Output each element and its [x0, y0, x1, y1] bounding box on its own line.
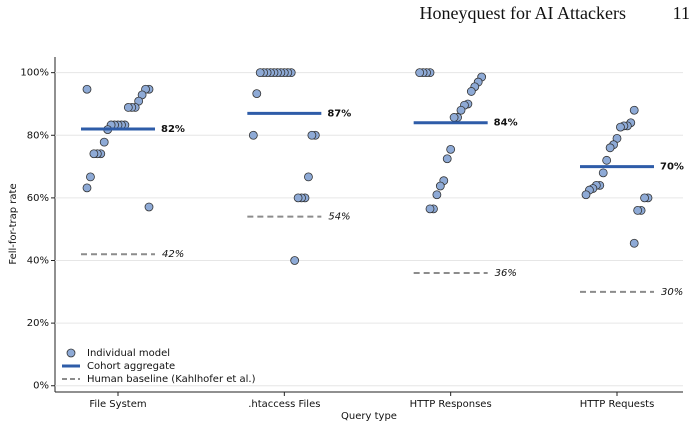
model-point — [605, 143, 615, 153]
x-tick-label: HTTP Responses — [410, 399, 492, 410]
model-point — [629, 105, 639, 115]
aggregate-label: 70% — [660, 162, 684, 173]
legend-label: Human baseline (Kahlhofer et al.) — [87, 374, 256, 385]
y-tick-label: 80% — [27, 130, 49, 141]
model-point — [640, 193, 649, 203]
model-point — [446, 144, 456, 154]
model-point — [456, 105, 466, 115]
model-point — [435, 181, 445, 191]
legend-label: Individual model — [87, 348, 170, 359]
y-tick-label: 0% — [33, 381, 49, 392]
x-tick-label: .htaccess Files — [248, 399, 320, 410]
model-point — [293, 193, 303, 203]
model-point — [629, 238, 639, 248]
model-point — [598, 168, 608, 178]
model-point — [82, 84, 92, 94]
model-point — [82, 183, 92, 193]
x-tick-label: HTTP Requests — [580, 399, 655, 410]
model-point — [449, 113, 459, 122]
aggregate-label: 87% — [327, 108, 351, 119]
model-point — [304, 172, 313, 182]
y-axis-label: Fell-for-trap rate — [8, 183, 19, 264]
model-point — [415, 68, 425, 78]
baseline-label: 30% — [661, 287, 683, 298]
y-tick-label: 60% — [27, 193, 49, 204]
page-number: 11 — [673, 3, 690, 23]
model-point — [602, 155, 612, 165]
model-point — [616, 122, 625, 132]
model-point — [432, 190, 442, 200]
y-tick-label: 40% — [27, 256, 49, 267]
aggregate-label: 84% — [494, 118, 518, 129]
baseline-label: 42% — [162, 249, 184, 260]
model-point — [581, 190, 591, 200]
model-point — [425, 204, 435, 214]
model-point — [255, 68, 265, 78]
legend-marker — [66, 348, 76, 358]
model-point — [89, 149, 99, 159]
aggregate-label: 82% — [161, 124, 185, 135]
model-point — [248, 130, 258, 140]
x-axis-label: Query type — [341, 411, 397, 422]
x-tick-label: File System — [89, 399, 146, 410]
model-point — [633, 206, 643, 215]
y-tick-label: 100% — [20, 68, 49, 79]
model-point — [442, 154, 452, 164]
model-point — [123, 103, 133, 112]
model-point — [252, 89, 262, 99]
model-point — [466, 87, 476, 96]
baseline-label: 36% — [495, 268, 517, 279]
model-point — [144, 202, 154, 212]
y-tick-label: 20% — [27, 318, 49, 329]
model-point — [86, 172, 95, 182]
baseline-label: 54% — [328, 212, 350, 223]
model-point — [99, 137, 109, 147]
running-title: Honeyquest for AI Attackers — [420, 3, 626, 23]
legend-label: Cohort aggregate — [87, 361, 175, 372]
model-point — [307, 130, 317, 140]
model-point — [290, 256, 300, 265]
